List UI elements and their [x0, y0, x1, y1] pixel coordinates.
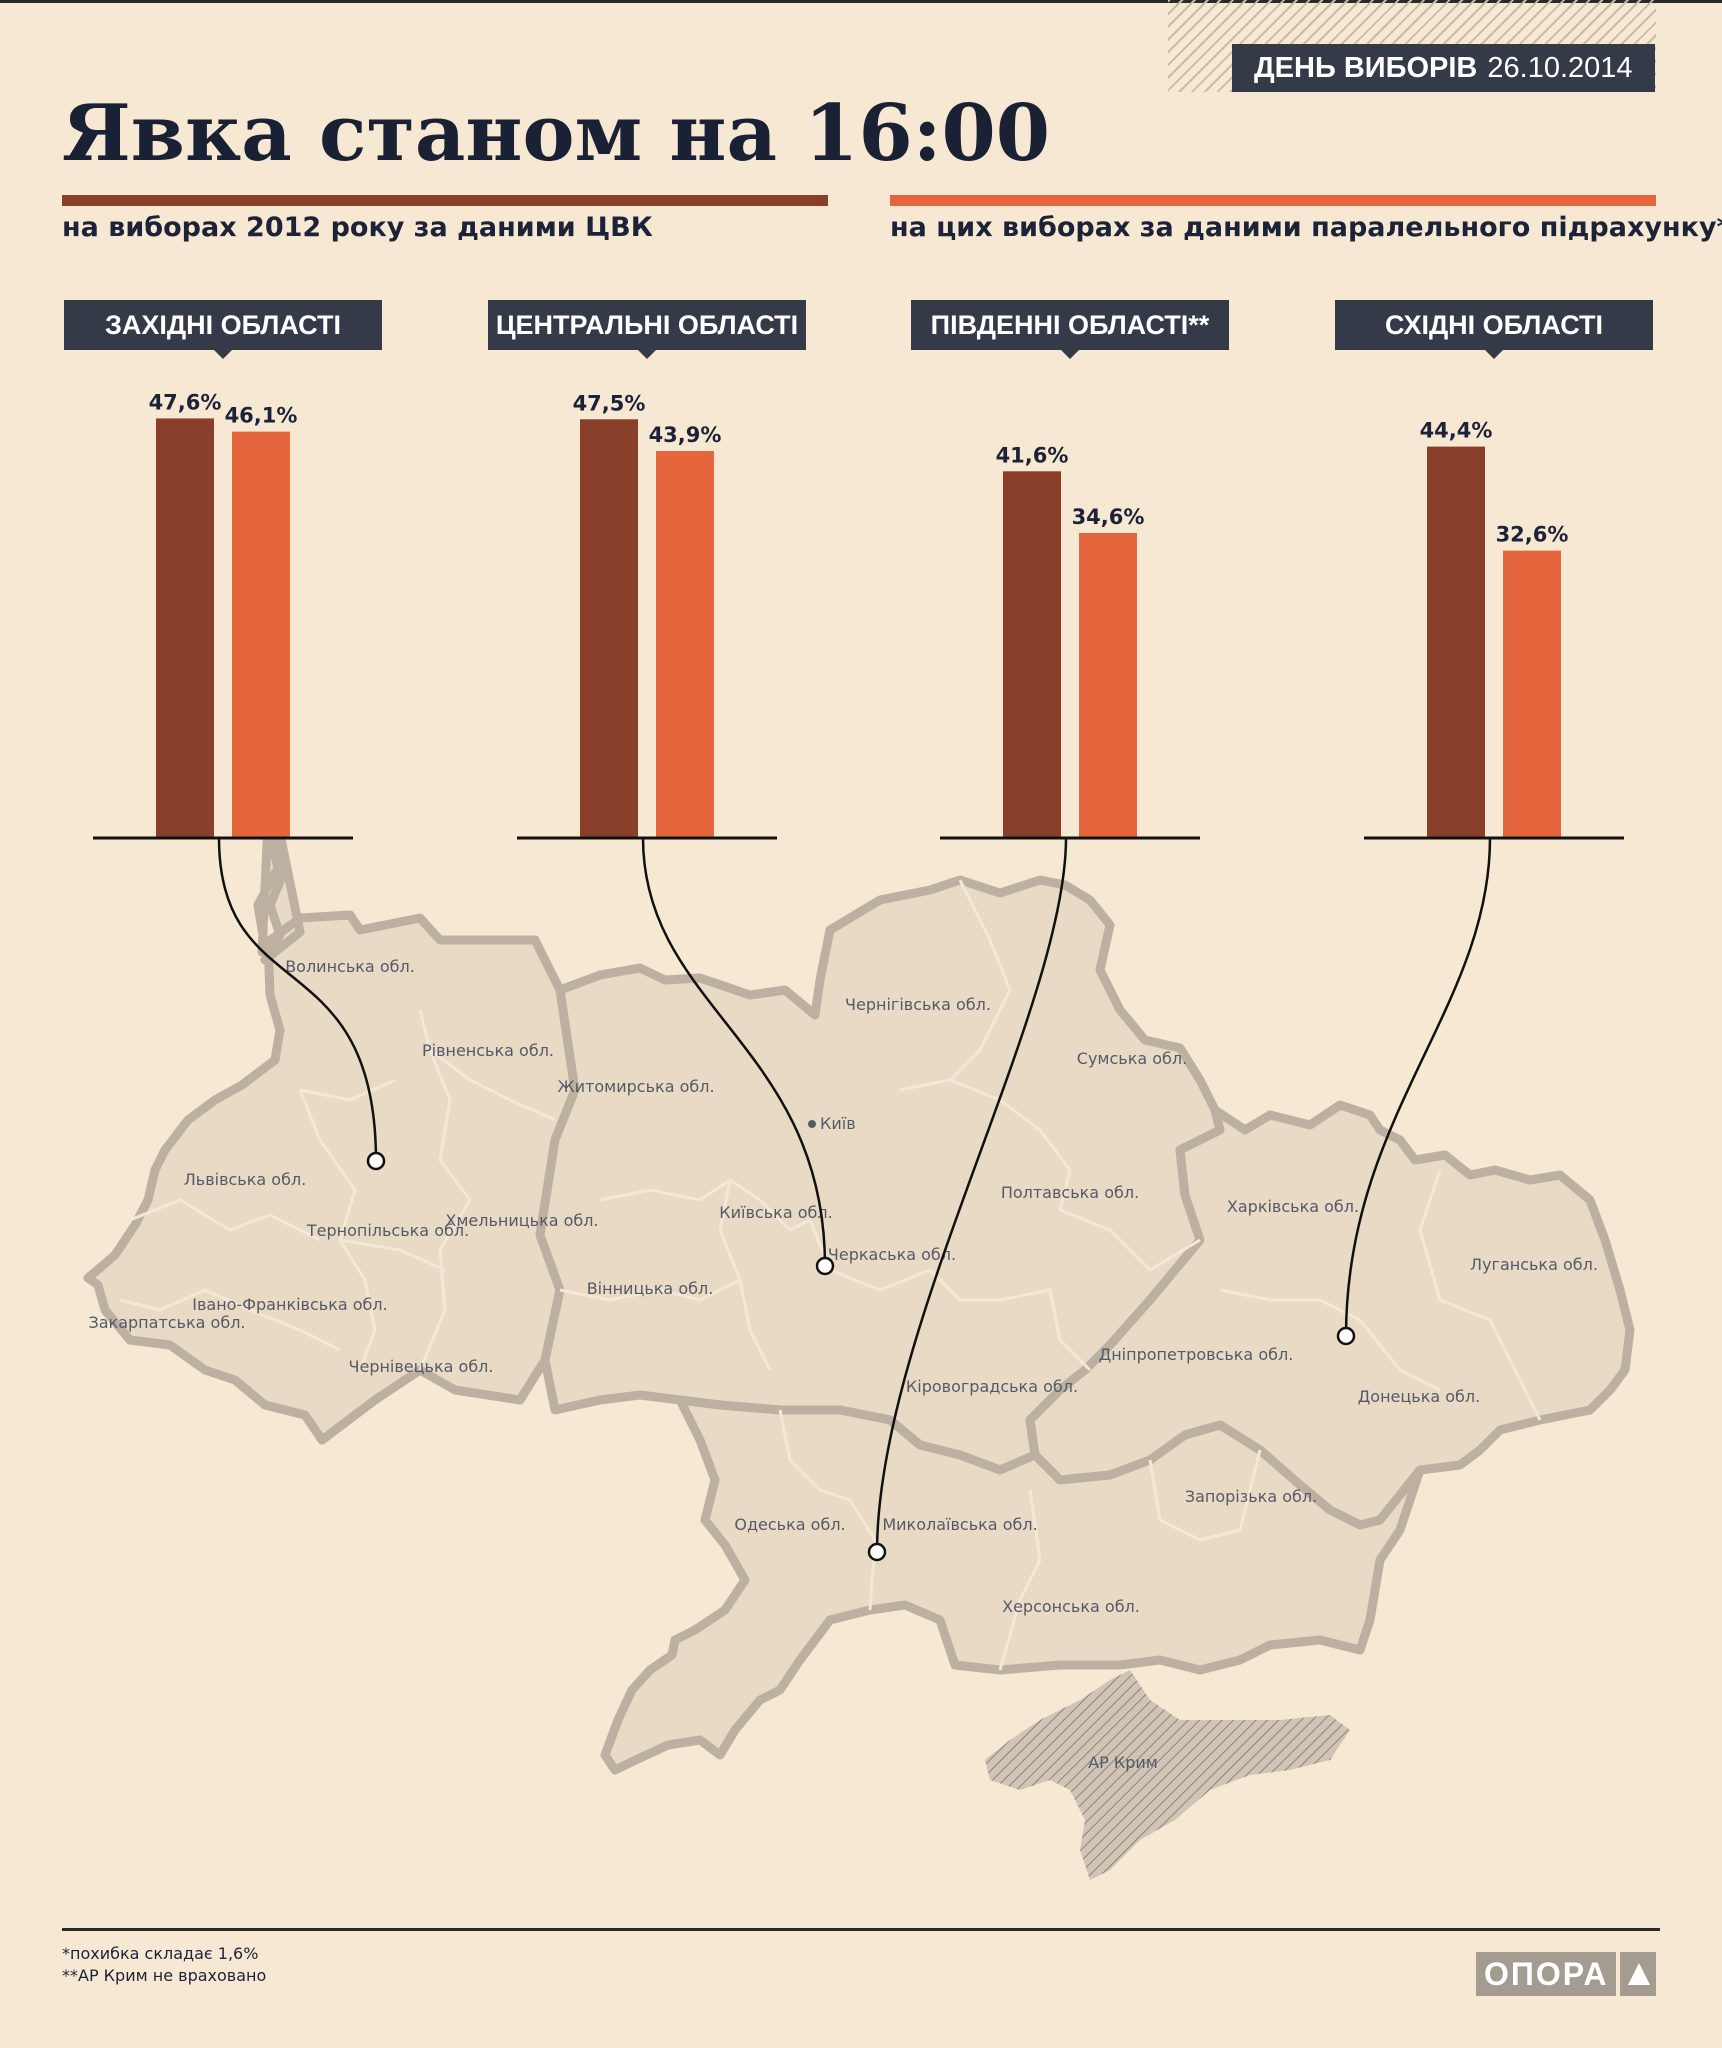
- map-label-poltavska: Полтавська обл.: [1001, 1183, 1139, 1202]
- legend-swatch-current: [890, 195, 1656, 206]
- map-internal-borders: [119, 879, 1542, 1671]
- value-label-west-2012: 47,6%: [149, 390, 222, 414]
- map-label-mykolaivska: Миколаївська обл.: [882, 1515, 1037, 1534]
- map-south-region: [600, 1395, 1425, 1775]
- region-label-south: ПІВДЕННІ ОБЛАСТІ**: [911, 300, 1229, 359]
- bar-south-current: [1079, 533, 1137, 838]
- bar-south-2012: [1003, 471, 1061, 838]
- opora-logo-text: ОПОРА: [1476, 1952, 1617, 1996]
- kyiv-city-dot: [808, 1120, 816, 1128]
- opora-logo-triangle-icon: [1620, 1952, 1656, 1996]
- map-label-volynska: Волинська обл.: [285, 957, 415, 976]
- map-label-zaporizka: Запорізька обл.: [1185, 1487, 1317, 1506]
- map-marker-east: [1336, 1326, 1356, 1346]
- map-label-crimea: АР Крим: [1088, 1753, 1158, 1772]
- map-label-khmelnytska: Хмельницька обл.: [445, 1211, 598, 1230]
- map-label-cherkaska: Черкаська обл.: [828, 1245, 956, 1264]
- connector-line-east: [1344, 837, 1492, 1337]
- date-badge-value: 26.10.2014: [1487, 51, 1633, 84]
- page-title: Явка станом на 16:00: [62, 88, 1051, 179]
- bar-central-current: [656, 451, 714, 838]
- map-label-kirovohradska: Кіровоградська обл.: [906, 1377, 1078, 1396]
- date-badge-label: ДЕНЬ ВИБОРІВ: [1254, 51, 1478, 84]
- map-marker-central: [815, 1256, 835, 1276]
- map-label-kyivska: Київська обл.: [719, 1203, 832, 1222]
- bar-central-2012: [580, 419, 638, 838]
- opora-logo: ОПОРА: [1476, 1952, 1656, 1996]
- value-label-south-2012: 41,6%: [996, 443, 1069, 467]
- value-label-south-current: 34,6%: [1072, 505, 1145, 529]
- map-label-donetska: Донецька обл.: [1358, 1387, 1480, 1406]
- map-label-kharkivska: Харківська обл.: [1227, 1197, 1359, 1216]
- map-west-region: [83, 770, 580, 1445]
- bar-west-2012: [156, 418, 214, 838]
- map-label-luhanska: Луганська обл.: [1470, 1255, 1598, 1274]
- legend-label-current: на цих виборах за даними паралельного пі…: [890, 212, 1722, 243]
- connector-line-central: [641, 837, 827, 1267]
- map-label-sumska: Сумська обл.: [1077, 1049, 1187, 1068]
- bar-west-current: [232, 431, 290, 838]
- value-label-east-current: 32,6%: [1496, 523, 1569, 547]
- map-marker-south: [867, 1542, 887, 1562]
- map-label-rivnenska: Рівненська обл.: [422, 1041, 554, 1060]
- map-label-chernivetska: Чернівецька обл.: [349, 1357, 494, 1376]
- map-label-zakarpatska: Закарпатська обл.: [88, 1313, 245, 1332]
- region-label-central: ЦЕНТРАЛЬНІ ОБЛАСТІ: [488, 300, 806, 359]
- footer-rule: [62, 1928, 1660, 1931]
- bar-east-current: [1503, 550, 1561, 838]
- map-label-dnipropetrovska: Дніпропетровська обл.: [1099, 1345, 1294, 1364]
- footnote-error-margin: *похибка складає 1,6%: [62, 1944, 259, 1963]
- map-label-lvivska: Львівська обл.: [184, 1170, 307, 1189]
- value-label-west-current: 46,1%: [225, 404, 298, 428]
- map-marker-west: [366, 1151, 386, 1171]
- region-label-west: ЗАХІДНІ ОБЛАСТІ: [64, 300, 382, 359]
- map-label-zhytomyrska: Житомирська обл.: [557, 1077, 714, 1096]
- map-label-chernihivska: Чернігівська обл.: [845, 995, 991, 1014]
- value-label-east-2012: 44,4%: [1420, 419, 1493, 443]
- map-label-vinnytska: Вінницька обл.: [587, 1279, 714, 1298]
- value-label-central-current: 43,9%: [649, 423, 722, 447]
- connector-line-west: [217, 837, 378, 1162]
- footnote-crimea: **АР Крим не враховано: [62, 1966, 267, 1985]
- legend-label-2012: на виборах 2012 року за даними ЦВК: [62, 212, 653, 243]
- bar-east-2012: [1427, 446, 1485, 838]
- top-rule: [0, 0, 1722, 3]
- legend-swatch-2012: [62, 195, 828, 206]
- map-label-kyiv: Київ: [820, 1114, 856, 1133]
- map-outline: [83, 770, 1635, 1775]
- region-label-east: СХІДНІ ОБЛАСТІ: [1335, 300, 1653, 359]
- map-label-ivano-frankivska: Івано-Франківська обл.: [192, 1295, 387, 1314]
- value-label-central-2012: 47,5%: [573, 391, 646, 415]
- map-label-ternopilska: Тернопільська обл.: [306, 1221, 469, 1240]
- map-crimea: [985, 1670, 1350, 1880]
- map-label-odeska: Одеська обл.: [734, 1515, 845, 1534]
- map-label-khersonska: Херсонська обл.: [1002, 1597, 1140, 1616]
- date-badge: ДЕНЬ ВИБОРІВ 26.10.2014: [1232, 44, 1655, 92]
- connector-line-south: [875, 837, 1068, 1553]
- map-east-region: [1025, 1100, 1635, 1530]
